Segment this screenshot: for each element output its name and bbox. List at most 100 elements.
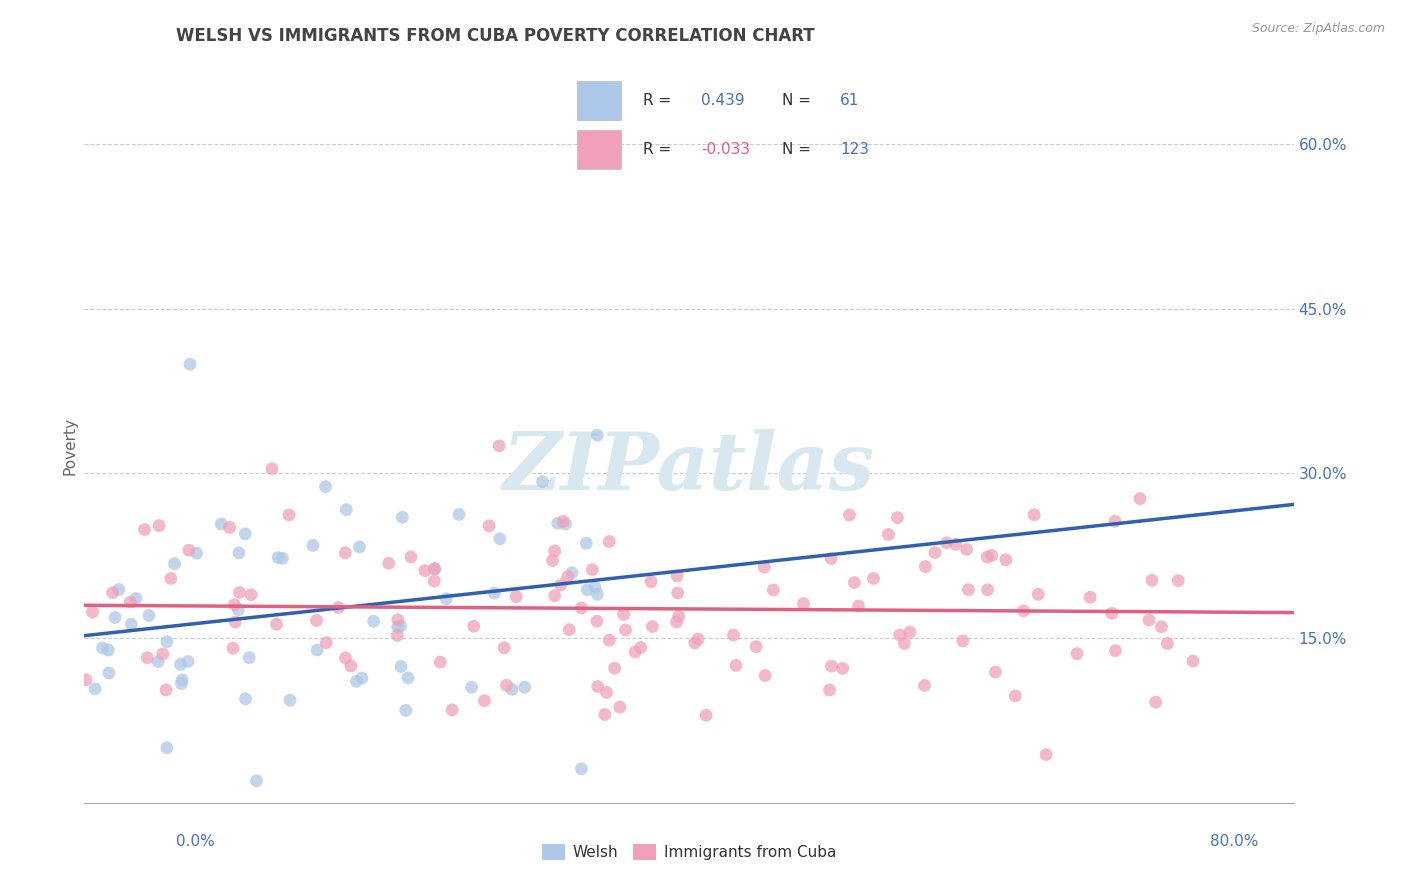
- Point: [820, 659, 842, 673]
- Point: [82, 605, 104, 619]
- Point: [541, 553, 564, 567]
- Point: [924, 545, 946, 559]
- Point: [569, 762, 592, 776]
- Point: [1182, 654, 1205, 668]
- Text: WELSH VS IMMIGRANTS FROM CUBA POVERTY CORRELATION CHART: WELSH VS IMMIGRANTS FROM CUBA POVERTY CO…: [176, 27, 814, 45]
- Point: [575, 536, 598, 550]
- Point: [624, 645, 647, 659]
- Point: [447, 508, 470, 522]
- Text: R =: R =: [643, 142, 676, 157]
- Point: [387, 620, 409, 634]
- Point: [305, 614, 328, 628]
- Point: [315, 480, 337, 494]
- Point: [163, 557, 186, 571]
- Point: [1167, 574, 1189, 588]
- Point: [235, 691, 257, 706]
- Point: [335, 651, 357, 665]
- Text: Source: ZipAtlas.com: Source: ZipAtlas.com: [1251, 22, 1385, 36]
- Point: [494, 640, 516, 655]
- Point: [463, 619, 485, 633]
- Point: [97, 643, 120, 657]
- Point: [1004, 689, 1026, 703]
- Point: [893, 636, 915, 650]
- Point: [976, 549, 998, 564]
- Point: [848, 599, 870, 613]
- Point: [260, 461, 283, 475]
- FancyBboxPatch shape: [576, 81, 621, 120]
- Point: [724, 658, 747, 673]
- Point: [1035, 747, 1057, 762]
- Text: 123: 123: [841, 142, 869, 157]
- Point: [1144, 695, 1167, 709]
- Point: [218, 520, 240, 534]
- Point: [561, 566, 583, 580]
- Point: [389, 619, 412, 633]
- Point: [889, 628, 911, 642]
- Point: [302, 538, 325, 552]
- Point: [547, 516, 569, 531]
- Point: [156, 740, 179, 755]
- Point: [245, 773, 267, 788]
- Point: [544, 589, 567, 603]
- Point: [586, 680, 609, 694]
- Point: [914, 559, 936, 574]
- Point: [84, 681, 107, 696]
- Y-axis label: Poverty: Poverty: [62, 417, 77, 475]
- Point: [172, 673, 194, 687]
- Point: [120, 595, 142, 609]
- Point: [136, 650, 159, 665]
- Point: [91, 640, 114, 655]
- Point: [886, 510, 908, 524]
- Point: [745, 640, 768, 654]
- Point: [97, 665, 120, 680]
- Point: [598, 633, 620, 648]
- Point: [389, 659, 412, 673]
- Point: [614, 623, 637, 637]
- Point: [935, 536, 957, 550]
- Point: [613, 607, 636, 622]
- Point: [831, 661, 853, 675]
- Point: [583, 581, 606, 595]
- Point: [952, 634, 974, 648]
- Point: [224, 615, 246, 629]
- Point: [271, 551, 294, 566]
- Point: [340, 659, 363, 673]
- Point: [598, 534, 620, 549]
- Point: [488, 532, 510, 546]
- Point: [984, 665, 1007, 679]
- Point: [146, 655, 169, 669]
- Point: [914, 678, 936, 692]
- Point: [228, 602, 250, 616]
- Point: [423, 561, 446, 575]
- Point: [994, 553, 1017, 567]
- Point: [315, 635, 337, 649]
- Point: [377, 556, 399, 570]
- Point: [603, 661, 626, 675]
- Point: [101, 585, 124, 599]
- Point: [1024, 508, 1046, 522]
- Point: [170, 676, 193, 690]
- Point: [228, 585, 250, 599]
- Point: [665, 615, 688, 629]
- Point: [976, 582, 998, 597]
- Point: [423, 574, 446, 588]
- Point: [569, 601, 592, 615]
- Point: [148, 518, 170, 533]
- Point: [335, 546, 357, 560]
- Point: [553, 514, 575, 528]
- Point: [307, 643, 329, 657]
- Point: [576, 582, 599, 597]
- Point: [107, 582, 129, 597]
- Point: [120, 617, 142, 632]
- Point: [1078, 591, 1101, 605]
- Point: [429, 655, 451, 669]
- Text: N =: N =: [782, 93, 815, 108]
- Point: [233, 526, 256, 541]
- Point: [550, 578, 572, 592]
- FancyBboxPatch shape: [576, 130, 621, 169]
- Text: 61: 61: [841, 93, 859, 108]
- Text: 80.0%: 80.0%: [1211, 834, 1258, 849]
- Point: [1104, 514, 1126, 528]
- Point: [688, 632, 710, 646]
- Point: [391, 510, 413, 524]
